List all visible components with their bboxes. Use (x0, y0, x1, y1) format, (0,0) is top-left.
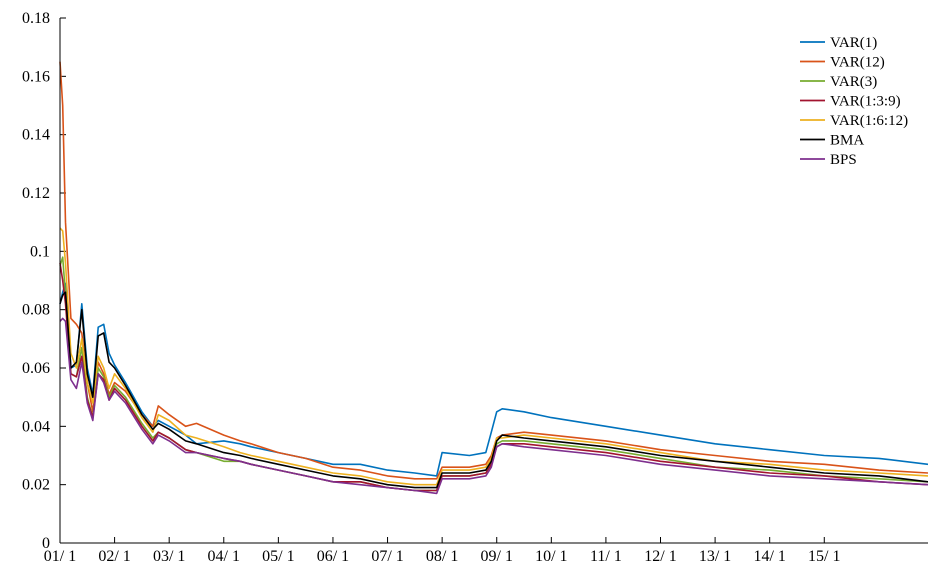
x-tick-label: 02/ 1 (98, 548, 130, 565)
series-line-bps (59, 317, 928, 495)
y-tick-label: 0.14 (22, 127, 50, 144)
y-tick-label: 0.18 (22, 10, 50, 27)
legend: VAR(1) VAR(12) VAR(3) VAR(1:3:9) VAR(1:6:12)… (800, 35, 908, 168)
y-tick-label: 0.02 (22, 477, 50, 494)
x-tick-label: 05/ 1 (262, 548, 294, 565)
x-tick-label: 04/ 1 (208, 548, 240, 565)
x-tick-label: 03/ 1 (153, 548, 185, 565)
legend-label: VAR(1) (830, 35, 877, 51)
x-tick-label: 12/ 1 (644, 548, 676, 565)
x-tick-label: 10/ 1 (535, 548, 567, 565)
x-tick-label: 11/ 1 (590, 548, 622, 565)
y-tick-label: 0.04 (22, 418, 50, 435)
series-line-var-1-6-12 (59, 227, 928, 486)
y-tick-label: 0.16 (22, 68, 50, 85)
y-tick-label: 0.08 (22, 302, 50, 319)
y-tick-label: 0 (42, 535, 50, 552)
series-layer (59, 61, 928, 495)
x-axis: 01/ 1 02/ 1 03/ 1 04/ 1 05/ 1 06/ 1 07/ 1 08/ 1… (44, 537, 841, 565)
series-line-var-12 (59, 61, 928, 480)
series-line-bma (59, 291, 928, 489)
x-tick-label: 09/ 1 (481, 548, 513, 565)
legend-label: BMA (830, 133, 864, 149)
legend-label: VAR(1:6:12) (830, 113, 908, 129)
x-tick-label: 08/ 1 (426, 548, 458, 565)
x-tick-label: 14/ 1 (753, 548, 785, 565)
x-tick-label: 06/ 1 (317, 548, 349, 565)
x-tick-label: 01/ 1 (44, 548, 76, 565)
legend-label: VAR(12) (830, 55, 885, 71)
y-axis: 0 0.02 0.04 0.06 0.08 0.1 0.12 0.14 0.16 0.18 (22, 10, 66, 552)
x-tick-label: 13/ 1 (699, 548, 731, 565)
x-tick-label: 15/ 1 (808, 548, 840, 565)
x-tick-label: 07/ 1 (371, 548, 403, 565)
legend-label: VAR(1:3:9) (830, 94, 901, 110)
legend-label: VAR(3) (830, 74, 877, 90)
y-tick-label: 0.1 (30, 243, 50, 260)
y-tick-label: 0.12 (22, 185, 50, 202)
legend-label: BPS (830, 152, 857, 168)
y-tick-label: 0.06 (22, 360, 50, 377)
